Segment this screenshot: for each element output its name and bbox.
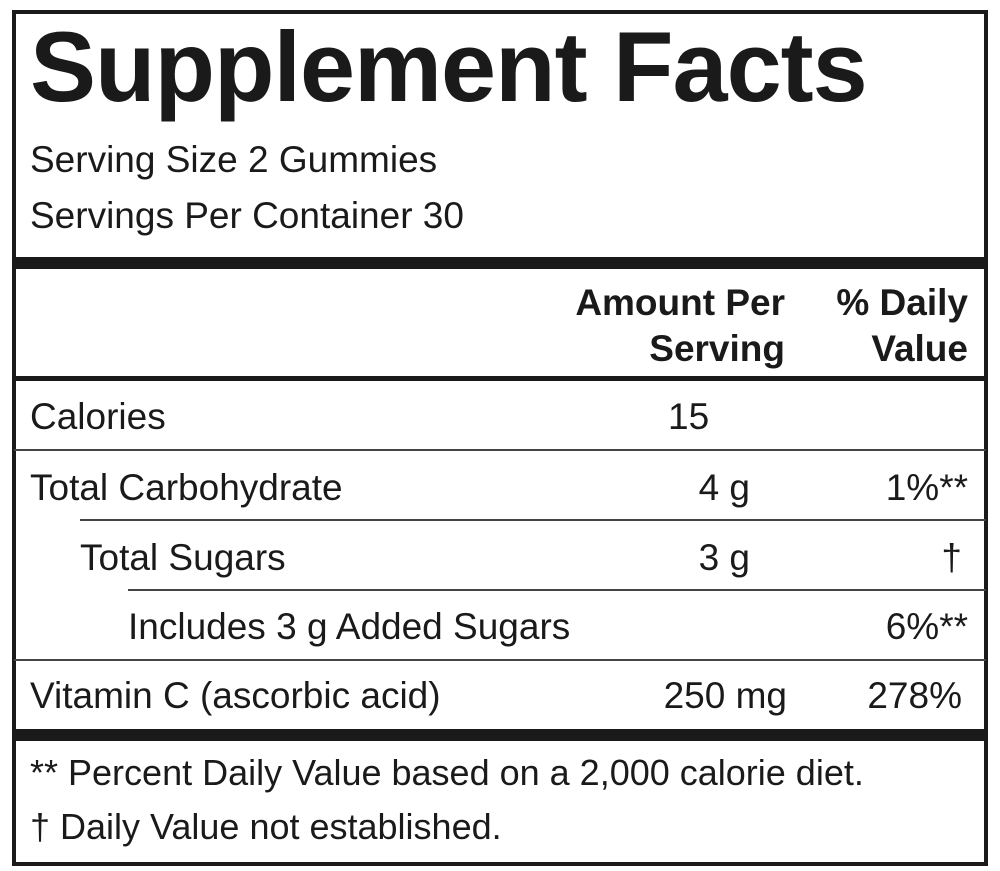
row-daily-value: † xyxy=(941,537,962,578)
row-daily-value: 6%** xyxy=(885,606,968,647)
divider xyxy=(12,376,988,381)
row-name: Total Sugars xyxy=(80,537,286,578)
row-amount: 15 xyxy=(668,396,710,437)
title: Supplement Facts xyxy=(30,11,868,122)
divider xyxy=(12,729,988,741)
row-line xyxy=(14,449,986,451)
row-amount: 250 mg xyxy=(663,675,787,716)
row-name: Includes 3 g Added Sugars xyxy=(128,606,571,647)
footnote: † Daily Value not established. xyxy=(30,806,502,847)
row-daily-value: 278% xyxy=(867,675,962,716)
row-amount: 3 g xyxy=(698,537,750,578)
serving-size: Serving Size 2 Gummies xyxy=(30,139,438,180)
row-line xyxy=(128,589,986,591)
row-daily-value: 1%** xyxy=(885,467,968,508)
divider xyxy=(12,257,988,269)
row-line xyxy=(80,519,986,521)
column-header: Amount Per Serving xyxy=(575,282,785,369)
row-amount: 4 g xyxy=(698,467,750,508)
label-border xyxy=(12,10,988,866)
footnote: ** Percent Daily Value based on a 2,000 … xyxy=(30,752,864,793)
row-name: Calories xyxy=(30,396,166,437)
servings-per-container: Servings Per Container 30 xyxy=(30,195,464,236)
column-header: % Daily Value xyxy=(836,282,968,369)
row-line xyxy=(14,659,986,661)
row-name: Total Carbohydrate xyxy=(30,467,343,508)
row-name: Vitamin C (ascorbic acid) xyxy=(30,675,441,716)
